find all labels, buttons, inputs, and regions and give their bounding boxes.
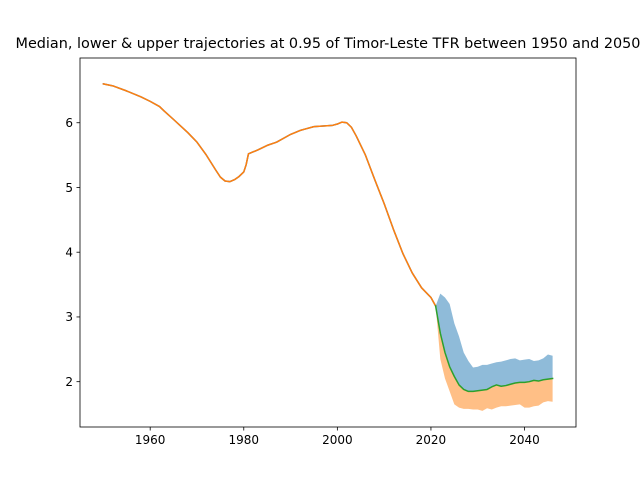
plot-area: [102, 83, 554, 411]
y-tick-label: 3: [65, 310, 73, 324]
y-tick-label: 4: [65, 246, 73, 260]
x-tick-label: 1980: [229, 433, 260, 447]
series-line-4: [434, 305, 554, 393]
x-tick-label: 2000: [322, 433, 353, 447]
series-line-3: [102, 83, 437, 307]
lower-band-area: [435, 305, 553, 411]
chart-title: Median, lower & upper trajectories at 0.…: [16, 36, 640, 52]
axes-frame: [79, 57, 577, 428]
y-tick-label: 2: [65, 375, 73, 389]
x-tick-label: 1960: [135, 433, 166, 447]
y-axis: 2 3 4 5 6: [65, 116, 80, 389]
x-tick-label: 2020: [416, 433, 447, 447]
x-axis: 1960 1980 2000 2020 2040: [135, 427, 540, 447]
y-tick-label: 5: [65, 181, 73, 195]
upper-band-area: [435, 293, 553, 392]
x-tick-label: 2040: [509, 433, 540, 447]
y-tick-label: 6: [65, 116, 73, 130]
